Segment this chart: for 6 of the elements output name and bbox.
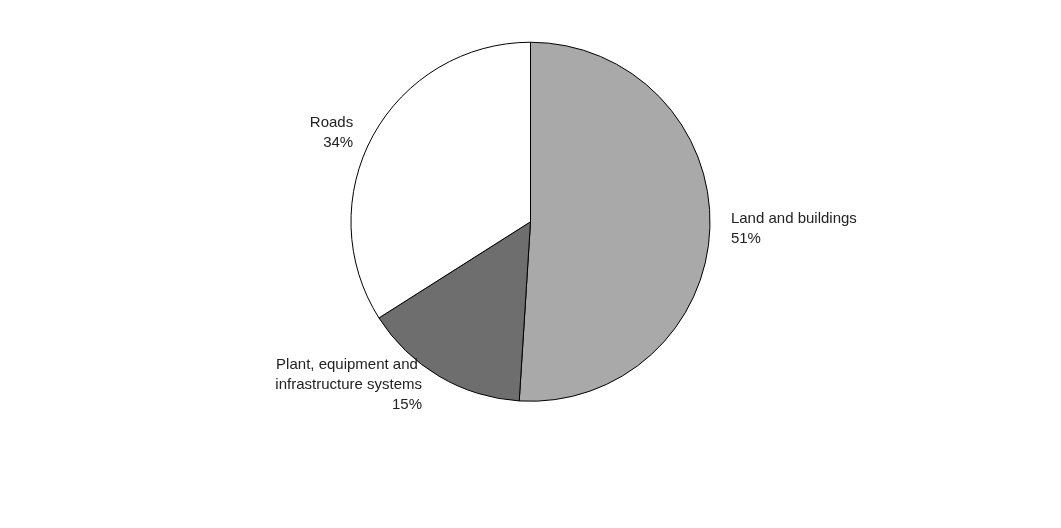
slice-label: Plant, equipment and infrastructure systems [275,354,423,392]
slice-label: Land and buildings [730,209,857,227]
slice-label: Roads [309,112,354,130]
data-label: 34% [323,132,354,150]
data-label: 51% [730,229,761,247]
data-label: 15% [392,394,423,412]
